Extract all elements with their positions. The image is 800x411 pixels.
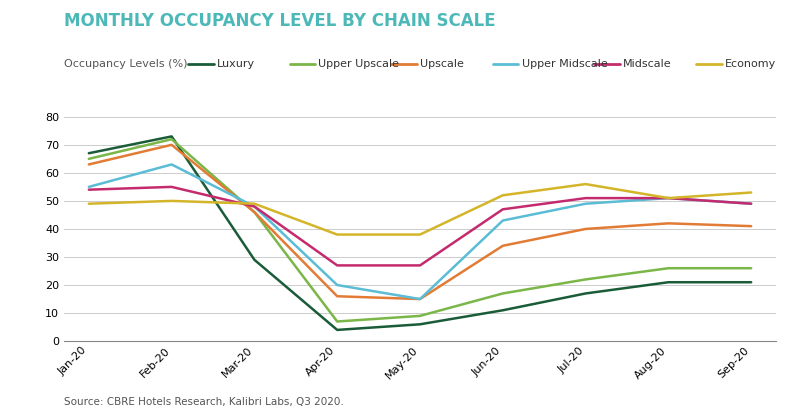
Economy [415, 232, 425, 237]
Line: Upper Midscale: Upper Midscale [89, 164, 751, 299]
Upper Upscale [498, 291, 507, 296]
Text: Upper Upscale: Upper Upscale [318, 59, 399, 69]
Midscale [415, 263, 425, 268]
Upscale [84, 162, 94, 167]
Luxury [250, 257, 259, 262]
Upper Midscale [746, 201, 756, 206]
Text: Luxury: Luxury [217, 59, 255, 69]
Upscale [581, 226, 590, 231]
Upper Upscale [250, 210, 259, 215]
Upscale [167, 142, 177, 147]
Upper Midscale [581, 201, 590, 206]
Upper Midscale [498, 218, 507, 223]
Economy [333, 232, 342, 237]
Economy [250, 201, 259, 206]
Luxury [84, 151, 94, 156]
Midscale [84, 187, 94, 192]
Midscale [498, 207, 507, 212]
Text: MONTHLY OCCUPANCY LEVEL BY CHAIN SCALE: MONTHLY OCCUPANCY LEVEL BY CHAIN SCALE [64, 12, 496, 30]
Upscale [333, 294, 342, 299]
Upscale [415, 297, 425, 302]
Upper Upscale [746, 266, 756, 271]
Economy [167, 199, 177, 203]
Upscale [498, 243, 507, 248]
Midscale [581, 196, 590, 201]
Line: Economy: Economy [89, 184, 751, 235]
Upper Midscale [167, 162, 177, 167]
Upper Upscale [581, 277, 590, 282]
Economy [663, 196, 673, 201]
Text: Midscale: Midscale [623, 59, 672, 69]
Text: Source: CBRE Hotels Research, Kalibri Labs, Q3 2020.: Source: CBRE Hotels Research, Kalibri La… [64, 397, 344, 407]
Luxury [415, 322, 425, 327]
Upper Midscale [333, 283, 342, 288]
Luxury [663, 280, 673, 285]
Line: Midscale: Midscale [89, 187, 751, 266]
Text: Occupancy Levels (%): Occupancy Levels (%) [64, 59, 187, 69]
Luxury [167, 134, 177, 139]
Economy [581, 182, 590, 187]
Upper Upscale [167, 137, 177, 142]
Upper Upscale [415, 314, 425, 319]
Upper Midscale [84, 185, 94, 189]
Upper Midscale [250, 204, 259, 209]
Text: Economy: Economy [725, 59, 776, 69]
Text: Upscale: Upscale [420, 59, 464, 69]
Upscale [663, 221, 673, 226]
Midscale [746, 201, 756, 206]
Luxury [498, 308, 507, 313]
Luxury [581, 291, 590, 296]
Economy [746, 190, 756, 195]
Luxury [746, 280, 756, 285]
Luxury [333, 328, 342, 332]
Line: Upscale: Upscale [89, 145, 751, 299]
Upper Upscale [663, 266, 673, 271]
Midscale [167, 185, 177, 189]
Upper Midscale [663, 196, 673, 201]
Midscale [663, 196, 673, 201]
Upscale [250, 210, 259, 215]
Upper Upscale [84, 156, 94, 161]
Economy [84, 201, 94, 206]
Line: Upper Upscale: Upper Upscale [89, 139, 751, 321]
Upper Midscale [415, 297, 425, 302]
Midscale [250, 204, 259, 209]
Upper Upscale [333, 319, 342, 324]
Upscale [746, 224, 756, 229]
Text: Upper Midscale: Upper Midscale [522, 59, 607, 69]
Midscale [333, 263, 342, 268]
Economy [498, 193, 507, 198]
Line: Luxury: Luxury [89, 136, 751, 330]
